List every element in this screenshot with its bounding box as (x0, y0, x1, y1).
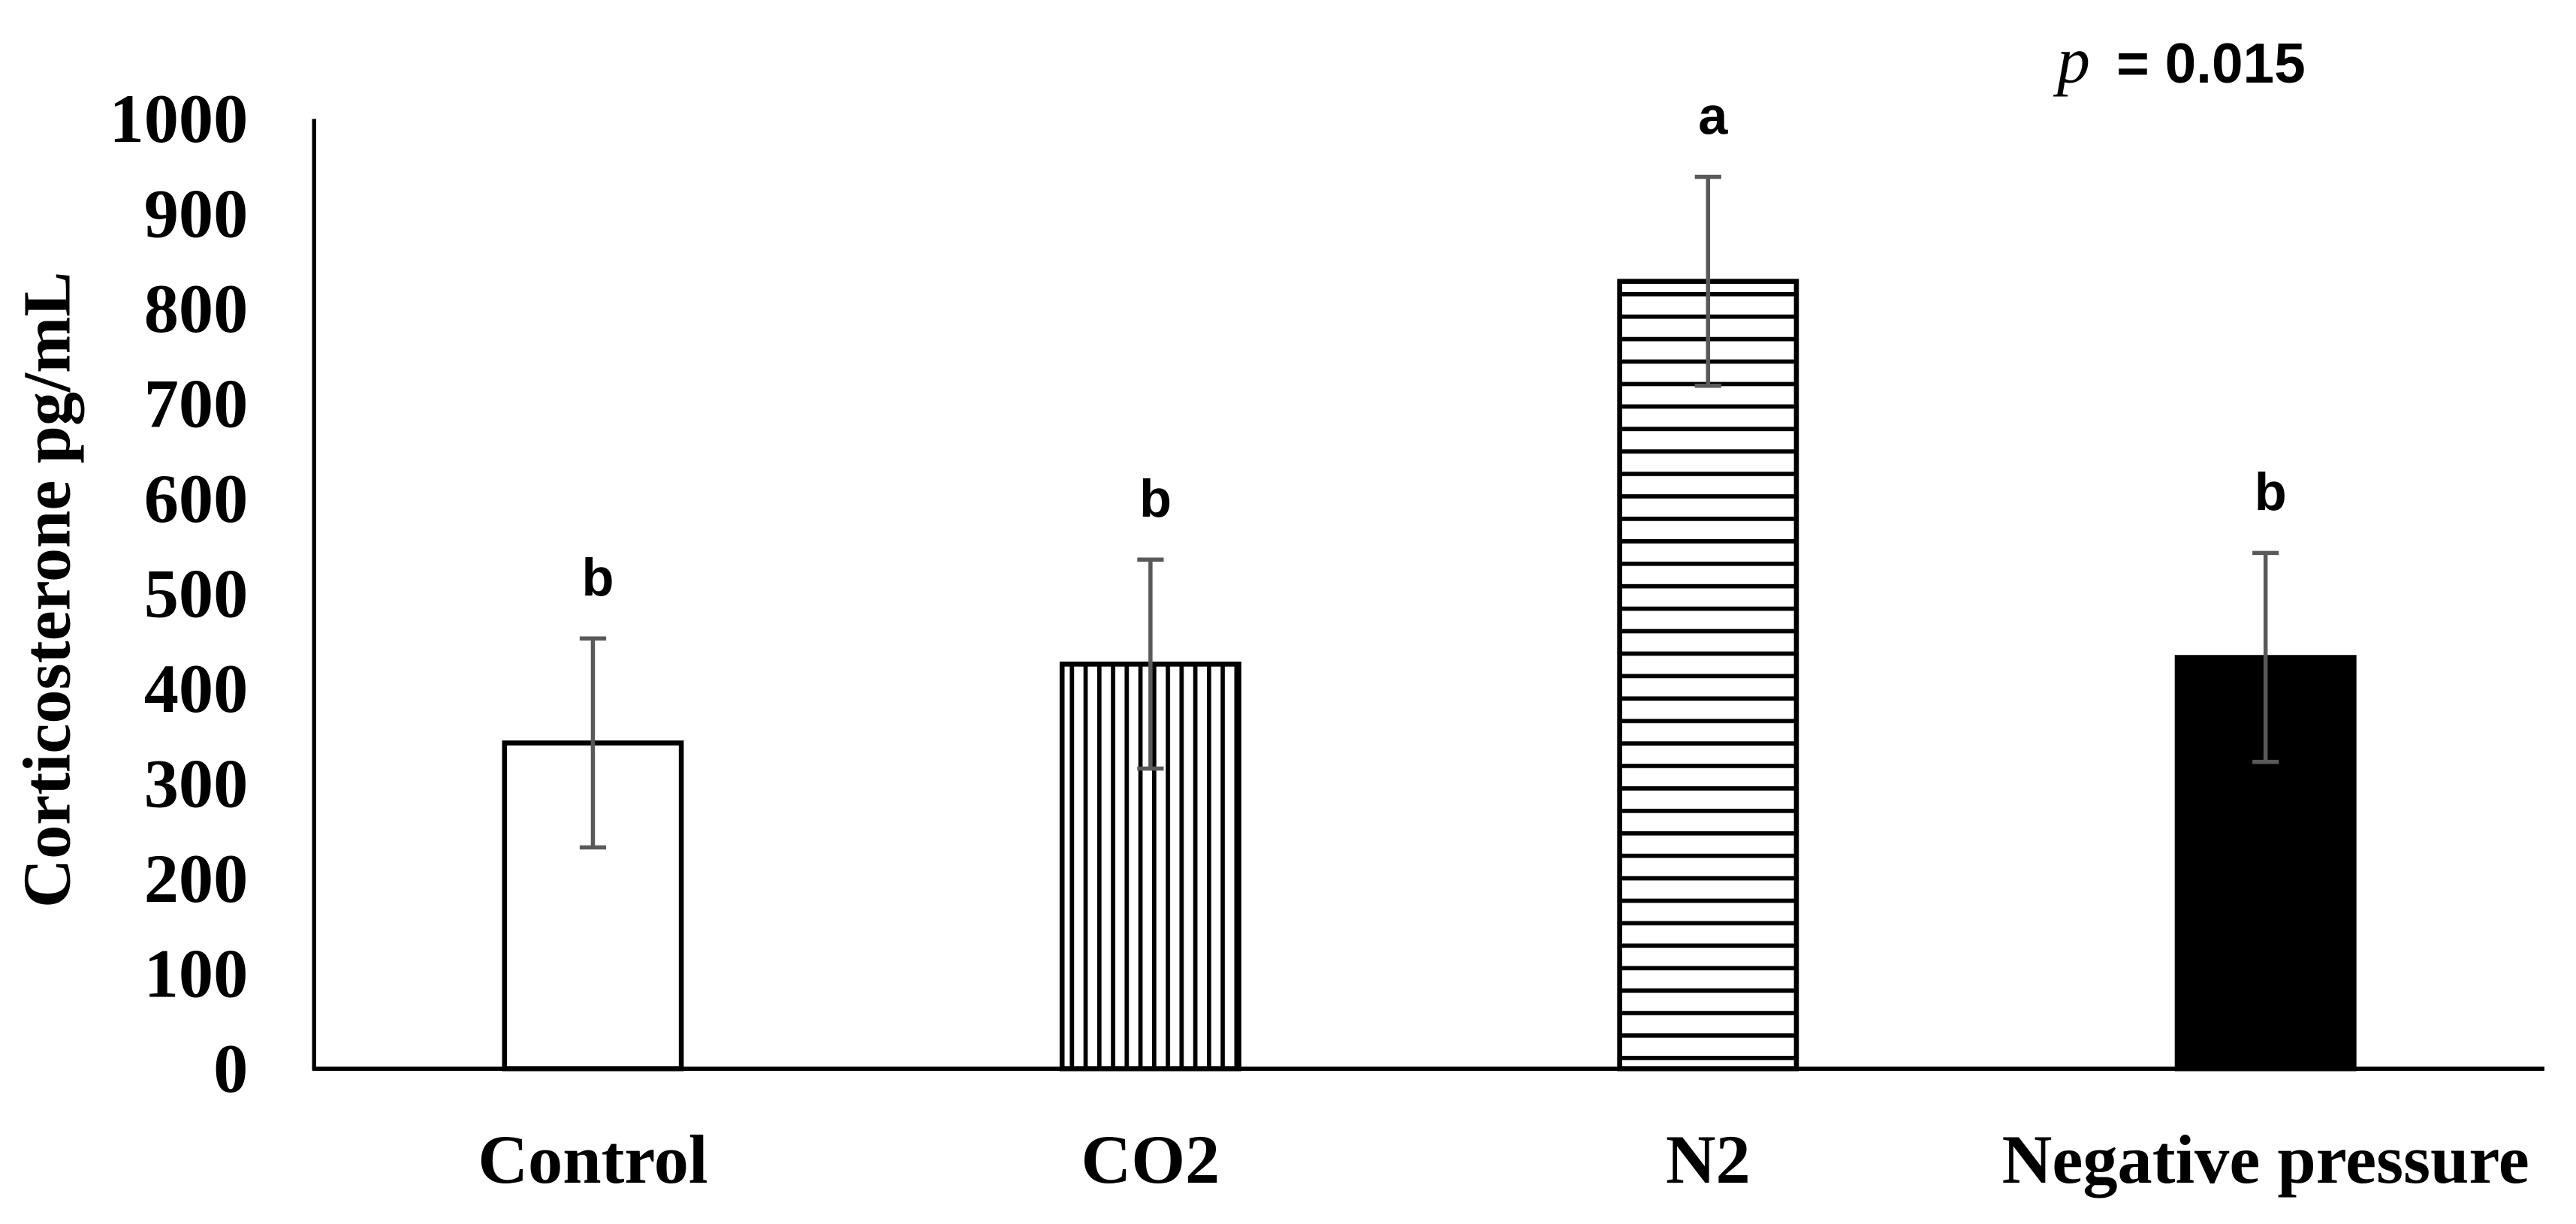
y-axis-label: Corticosterone pg/mL (10, 272, 85, 908)
error-bar (579, 636, 607, 850)
x-tick-label: CO2 (1081, 1121, 1220, 1198)
x-tick-labels-group: Control CO2 N2 Negative pressure (478, 1121, 2529, 1198)
x-tick-label: Control (478, 1121, 707, 1198)
significance-letters-group: b b a b (582, 86, 2287, 607)
y-tick-label: 200 (144, 840, 249, 917)
significance-letter: b (582, 547, 614, 607)
significance-letter: a (1698, 86, 1728, 145)
y-tick-label: 700 (144, 366, 249, 442)
p-value-annotation: p = 0.015 (2053, 25, 2306, 98)
error-bar (2252, 550, 2279, 764)
y-tick-label: 500 (144, 556, 249, 632)
bars-group (502, 279, 2357, 1072)
p-value-text: = 0.015 (2116, 32, 2306, 95)
y-tick-label: 0 (213, 1030, 248, 1107)
x-tick-label: Negative pressure (2002, 1121, 2529, 1198)
y-tick-label: 600 (144, 460, 249, 537)
significance-letter: b (2255, 462, 2287, 521)
y-tick-labels-group: 0 100 200 300 400 500 600 700 800 900 1000 (110, 80, 249, 1107)
y-tick-label: 100 (144, 936, 249, 1012)
error-bar (1137, 557, 1164, 771)
p-value-symbol: p (2053, 25, 2090, 98)
error-bars-group (579, 174, 2279, 850)
bar (1617, 279, 1799, 1072)
error-bar (1694, 174, 1721, 388)
y-tick-label: 900 (144, 176, 249, 252)
y-tick-label: 800 (144, 270, 249, 347)
x-tick-label: N2 (1666, 1121, 1751, 1198)
y-tick-label: 400 (144, 650, 249, 727)
significance-letter: b (1139, 469, 1172, 528)
y-tick-label: 300 (144, 746, 249, 822)
y-tick-label: 1000 (110, 80, 249, 157)
